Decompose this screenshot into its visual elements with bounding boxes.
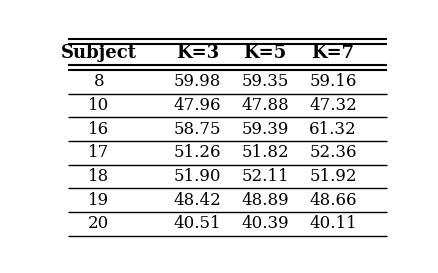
Text: 61.32: 61.32: [309, 121, 357, 138]
Text: 8: 8: [94, 73, 104, 90]
Text: 52.11: 52.11: [241, 168, 289, 185]
Text: 59.98: 59.98: [173, 73, 221, 90]
Text: 51.82: 51.82: [241, 144, 289, 161]
Text: 59.16: 59.16: [309, 73, 357, 90]
Text: 40.11: 40.11: [309, 215, 357, 232]
Text: 19: 19: [88, 192, 110, 209]
Text: 40.51: 40.51: [173, 215, 221, 232]
Text: 51.26: 51.26: [173, 144, 221, 161]
Text: 18: 18: [88, 168, 110, 185]
Text: 47.96: 47.96: [173, 97, 221, 114]
Text: K=3: K=3: [176, 44, 219, 62]
Text: K=7: K=7: [311, 44, 355, 62]
Text: 52.36: 52.36: [309, 144, 357, 161]
Text: 16: 16: [88, 121, 110, 138]
Text: 48.66: 48.66: [309, 192, 357, 209]
Text: 10: 10: [88, 97, 110, 114]
Text: 47.32: 47.32: [309, 97, 357, 114]
Text: 58.75: 58.75: [173, 121, 221, 138]
Text: 17: 17: [88, 144, 110, 161]
Text: 51.92: 51.92: [309, 168, 357, 185]
Text: 48.89: 48.89: [241, 192, 289, 209]
Text: 59.35: 59.35: [241, 73, 289, 90]
Text: 20: 20: [88, 215, 110, 232]
Text: 40.39: 40.39: [241, 215, 289, 232]
Text: 47.88: 47.88: [241, 97, 289, 114]
Text: 59.39: 59.39: [241, 121, 289, 138]
Text: 48.42: 48.42: [173, 192, 221, 209]
Text: 51.90: 51.90: [173, 168, 221, 185]
Text: Subject: Subject: [61, 44, 137, 62]
Text: K=5: K=5: [244, 44, 287, 62]
